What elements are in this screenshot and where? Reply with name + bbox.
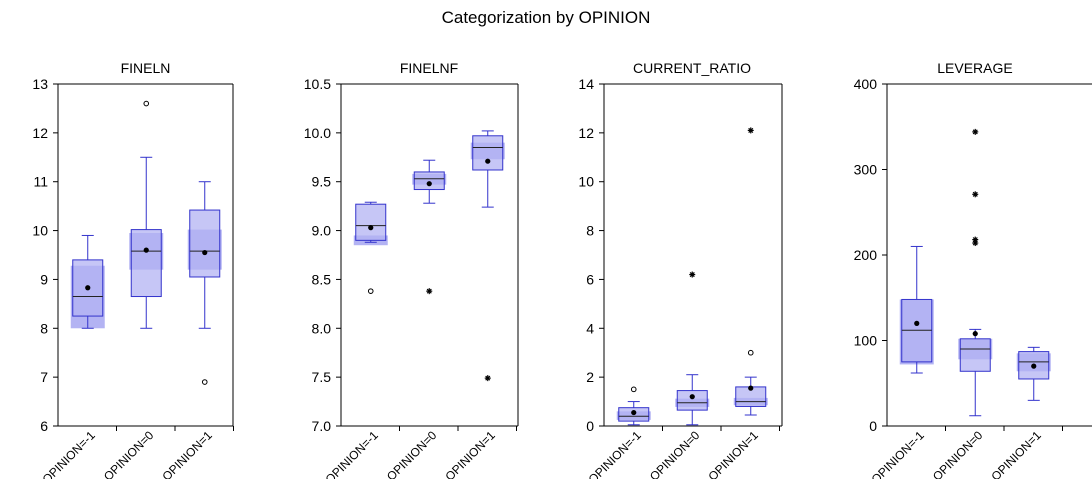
- x-category-label: OPINION=0: [384, 428, 440, 479]
- figure-title: Categorization by OPINION: [441, 8, 651, 27]
- y-tick-label: 12: [32, 125, 48, 141]
- y-tick-label: 0: [586, 418, 594, 434]
- iqr-box: [189, 209, 221, 278]
- y-tick-label: 8: [40, 320, 48, 336]
- far-outlier-point: [689, 271, 696, 278]
- near-outlier-point: [630, 386, 637, 393]
- y-tick-label: 9: [40, 271, 48, 287]
- x-category-label: OPINION=0: [101, 428, 157, 479]
- far-outlier-point: [972, 191, 979, 198]
- y-tick-label: 10: [32, 223, 48, 239]
- y-tick-label: 14: [578, 76, 594, 92]
- y-tick-label: 7.0: [312, 418, 332, 434]
- mean-point: [748, 385, 754, 391]
- iqr-box: [355, 203, 387, 241]
- mean-point: [85, 285, 91, 291]
- iqr-box: [413, 171, 445, 191]
- y-tick-label: 9.5: [312, 174, 332, 190]
- y-tick-label: 8: [586, 223, 594, 239]
- far-outlier-point: [426, 288, 433, 295]
- far-outlier-point: [747, 127, 754, 134]
- x-category-label: OPINION=-1: [586, 428, 644, 479]
- x-category-label: OPINION=0: [647, 428, 703, 479]
- y-tick-label: 2: [586, 369, 594, 385]
- x-category-label: OPINION=-1: [869, 428, 927, 479]
- mean-point: [914, 320, 920, 326]
- x-category-label: OPINION=1: [159, 428, 215, 479]
- y-tick-label: 10: [578, 174, 594, 190]
- iqr-box: [676, 390, 708, 411]
- near-outlier-point: [747, 349, 754, 356]
- y-tick-label: 10.0: [304, 125, 331, 141]
- y-tick-label: 8.0: [312, 320, 332, 336]
- y-tick-label: 400: [854, 76, 878, 92]
- far-outlier-point: [972, 128, 979, 135]
- y-tick-label: 8.5: [312, 271, 332, 287]
- far-outlier-point: [484, 375, 491, 382]
- iqr-box: [472, 135, 504, 171]
- x-category-label: OPINION=1: [988, 428, 1044, 479]
- mean-point: [202, 249, 208, 256]
- panel-title: FINELNF: [400, 60, 458, 76]
- mean-point: [1031, 363, 1037, 369]
- y-tick-label: 6: [40, 418, 48, 434]
- y-tick-label: 100: [854, 333, 878, 349]
- x-category-label: OPINION=0: [930, 428, 986, 479]
- y-tick-label: 10.5: [304, 76, 331, 92]
- panel-title: CURRENT_RATIO: [633, 60, 751, 76]
- far-outlier-point: [972, 240, 979, 247]
- panel-title: LEVERAGE: [937, 60, 1012, 76]
- x-category-label: OPINION=-1: [323, 428, 381, 479]
- y-tick-label: 7: [40, 369, 48, 385]
- near-outlier-point: [201, 379, 208, 385]
- y-tick-label: 13: [32, 76, 48, 92]
- y-tick-label: 6: [586, 271, 594, 287]
- near-outlier-point: [143, 100, 150, 107]
- x-category-label: OPINION=1: [442, 428, 498, 479]
- mean-point: [368, 225, 374, 231]
- y-tick-label: 12: [578, 125, 594, 141]
- iqr-box: [959, 338, 991, 372]
- y-tick-label: 200: [854, 247, 878, 263]
- x-category-label: OPINION=1: [705, 428, 761, 479]
- mean-point: [143, 247, 149, 253]
- panel-title: FINELN: [121, 60, 171, 76]
- y-tick-label: 11: [33, 174, 48, 190]
- iqr-box: [130, 229, 162, 298]
- y-tick-label: 7.5: [312, 369, 332, 385]
- y-tick-label: 0: [869, 418, 877, 434]
- mean-point: [972, 331, 978, 337]
- near-outlier-point: [367, 288, 374, 294]
- y-tick-label: 300: [854, 162, 878, 178]
- mean-point: [631, 409, 637, 416]
- y-tick-label: 9.0: [312, 223, 332, 239]
- x-category-label: OPINION=-1: [40, 428, 98, 479]
- y-tick-label: 4: [586, 320, 594, 336]
- mean-point: [485, 158, 491, 164]
- mean-point: [426, 181, 432, 187]
- mean-point: [689, 394, 695, 400]
